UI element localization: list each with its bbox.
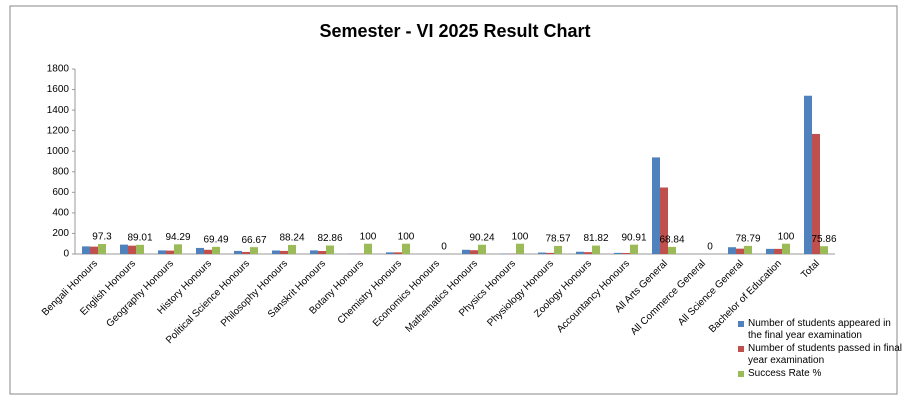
bar [394,252,402,254]
y-tick-label: 400 [52,208,69,219]
bar [660,187,668,254]
bar [288,244,296,254]
bar [652,157,660,254]
legend-swatch [738,346,744,352]
bar [592,245,600,254]
y-tick-label: 800 [52,166,69,177]
data-label: 100 [360,231,377,242]
bar [538,252,546,254]
data-label: 90.24 [469,232,494,243]
legend-item: Success Rate % [738,368,903,380]
bar [774,248,782,254]
bar [736,248,744,254]
data-label: 75.86 [811,234,836,245]
bar [622,252,630,254]
legend-label: Number of students passed in final year … [748,343,902,366]
bar [120,244,128,254]
bar [402,243,410,254]
data-label: 68.84 [659,235,684,246]
bar [318,251,326,254]
bar [234,250,242,254]
bar [128,245,136,254]
bar [82,246,90,254]
bar [744,245,752,254]
data-label: 82.86 [317,233,342,244]
legend-item: Number of students appeared in the final… [738,318,903,342]
bar [782,243,790,254]
y-tick-label: 1200 [47,125,70,136]
bar [310,250,318,254]
bar [98,243,106,254]
data-label: 100 [512,231,529,242]
data-label: 78.79 [735,234,760,245]
y-tick-label: 0 [63,249,69,260]
bar [386,252,394,254]
bar [546,252,554,254]
bar [174,244,182,254]
legend-label: Success Rate % [748,368,822,379]
legend: Number of students appeared in the final… [738,318,903,381]
bar [280,250,288,254]
legend-swatch [738,321,744,327]
bar [820,246,828,254]
bar [462,249,470,254]
bar [212,246,220,254]
legend-label: Number of students appeared in the final… [748,318,891,341]
data-label: 94.29 [165,232,190,243]
bar [478,244,486,254]
bar [250,247,258,254]
bar [668,246,676,254]
data-label: 90.91 [621,232,646,243]
data-label: 100 [398,231,415,242]
legend-item: Number of students passed in final year … [738,343,903,367]
bar [364,243,372,254]
y-tick-label: 1600 [47,84,70,95]
y-tick-label: 1000 [47,146,70,157]
bar [584,252,592,254]
bar [196,247,204,254]
chart-title: Semester - VI 2025 Result Chart [319,21,590,41]
bar [614,252,622,254]
bar [766,248,774,254]
data-label: 100 [778,231,795,242]
legend-swatch [738,371,744,377]
bar [554,245,562,254]
data-label: 89.01 [127,232,152,243]
data-label: 0 [441,242,447,253]
bar [90,246,98,254]
y-tick-label: 1400 [47,105,70,116]
data-label: 69.49 [203,234,228,245]
data-label: 97.3 [92,232,112,243]
bar [630,244,638,254]
y-tick-label: 1800 [47,64,70,75]
bar [166,250,174,254]
data-label: 88.24 [279,233,304,244]
y-tick-label: 600 [52,187,69,198]
data-label: 66.67 [241,235,266,246]
bar [272,250,280,254]
data-label: 81.82 [583,233,608,244]
bar [516,243,524,254]
bar [576,251,584,254]
chart-border [9,5,898,395]
bar [804,95,812,254]
bar [812,133,820,254]
data-label: 0 [707,242,713,253]
bar [158,250,166,254]
bar [136,244,144,254]
bar [728,247,736,254]
bar [242,251,250,254]
bar [470,250,478,254]
bar [204,249,212,254]
bar [326,245,334,254]
data-label: 78.57 [545,234,570,245]
y-tick-label: 200 [52,228,69,239]
